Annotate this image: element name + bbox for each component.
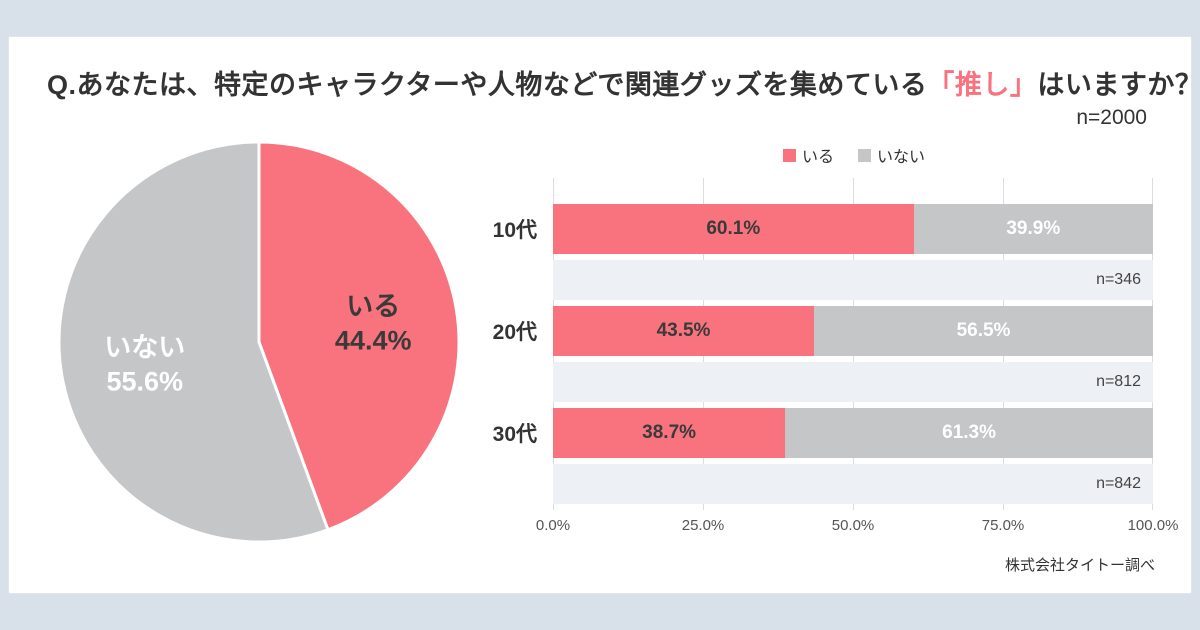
axis-tick-label: 100.0% — [1127, 517, 1179, 534]
pie-slice-yes — [257, 140, 461, 532]
survey-infographic-card: Q.あなたは、特定のキャラクターや人物などで関連グッズを集めている「推し」はいま… — [8, 36, 1200, 594]
bar-track: 60.1% 39.9% — [553, 204, 1153, 254]
legend-item-no: いない — [858, 146, 926, 166]
bar-row: 30代 38.7% 61.3% — [475, 408, 1155, 458]
band-spacer — [475, 464, 553, 504]
legend-swatch-icon — [858, 148, 871, 162]
survey-question-title: Q.あなたは、特定のキャラクターや人物などで関連グッズを集めている「推し」はいま… — [47, 63, 1200, 102]
pie-chart: いる 44.4% いない 55.6% — [45, 130, 475, 548]
sample-size-row: n=346 — [475, 260, 1155, 300]
bar-segment-no: 56.5% — [814, 306, 1153, 356]
legend: いる いない — [553, 146, 1155, 166]
bar-value-label: 61.3% — [942, 422, 997, 443]
bar-segment-yes: 43.5% — [553, 306, 814, 356]
total-sample-size: n=2000 — [1076, 106, 1147, 129]
sample-size-band: n=842 — [553, 464, 1153, 504]
bar-track: 43.5% 56.5% — [553, 306, 1153, 356]
charts-area: いる 44.4% いない 55.6% いる いない 10代 60.1% 39.9% n=346… — [45, 130, 1179, 548]
sample-size-row: n=842 — [475, 464, 1155, 504]
axis-tick-label: 50.0% — [831, 517, 875, 534]
category-label: 30代 — [492, 423, 537, 446]
bar-row: 10代 60.1% 39.9% — [475, 204, 1155, 254]
bar-value-label: 39.9% — [1006, 218, 1061, 239]
category-label: 10代 — [492, 219, 537, 242]
bar-chart: いる いない 10代 60.1% 39.9% n=346 20代 43.5% 56.5% n=8… — [475, 130, 1179, 548]
pie-slice-no — [57, 140, 330, 544]
bar-segment-no: 39.9% — [913, 204, 1153, 254]
band-spacer — [475, 260, 553, 300]
sample-size-band: n=812 — [553, 362, 1153, 402]
bar-track: 38.7% 61.3% — [553, 408, 1153, 458]
title-prefix: Q.あなたは、特定のキャラクターや人物などで関連グッズを集めている — [47, 70, 928, 100]
sample-size-label: n=346 — [1096, 271, 1141, 288]
bar-segment-yes: 60.1% — [553, 204, 914, 254]
pie-label-yes: いる 44.4% — [335, 292, 412, 356]
sample-size-band: n=346 — [553, 260, 1153, 300]
bar-value-label: 60.1% — [706, 218, 761, 239]
title-highlight: 「推し」 — [927, 70, 1038, 100]
pie-label-no: いない 55.6% — [104, 332, 185, 396]
legend-label: いる — [801, 149, 834, 166]
bar-row: 20代 43.5% 56.5% — [475, 306, 1155, 356]
pie-chart-svg: いる 44.4% いない 55.6% — [57, 140, 461, 544]
category-label: 20代 — [492, 321, 537, 344]
legend-label: いない — [877, 149, 926, 166]
bar-segment-no: 61.3% — [785, 408, 1153, 458]
bar-value-label: 43.5% — [656, 320, 711, 341]
bar-chart-body: 10代 60.1% 39.9% n=346 20代 43.5% 56.5% n=812 30代 3… — [475, 178, 1179, 538]
legend-swatch-icon — [782, 148, 796, 162]
axis-tick-label: 25.0% — [681, 517, 725, 534]
bar-value-label: 38.7% — [642, 422, 697, 443]
axis-tick-label: 75.0% — [981, 517, 1025, 534]
sample-size-label: n=842 — [1096, 475, 1141, 492]
title-suffix: はいますか？ — [1037, 70, 1200, 100]
sample-size-row: n=812 — [475, 362, 1155, 402]
x-axis: 0.0% 25.0% 50.0% 75.0% 100.0% — [536, 510, 1179, 538]
band-spacer — [475, 362, 553, 402]
legend-item-yes: いる — [782, 146, 834, 166]
bar-segment-yes: 38.7% — [553, 408, 786, 458]
sample-size-label: n=812 — [1096, 373, 1141, 390]
bar-rows: 10代 60.1% 39.9% n=346 20代 43.5% 56.5% n=812 30代 3… — [475, 178, 1155, 504]
bar-value-label: 56.5% — [956, 320, 1011, 341]
axis-tick-label: 0.0% — [535, 517, 571, 534]
source-attribution: 株式会社タイトー調べ — [1004, 557, 1155, 574]
